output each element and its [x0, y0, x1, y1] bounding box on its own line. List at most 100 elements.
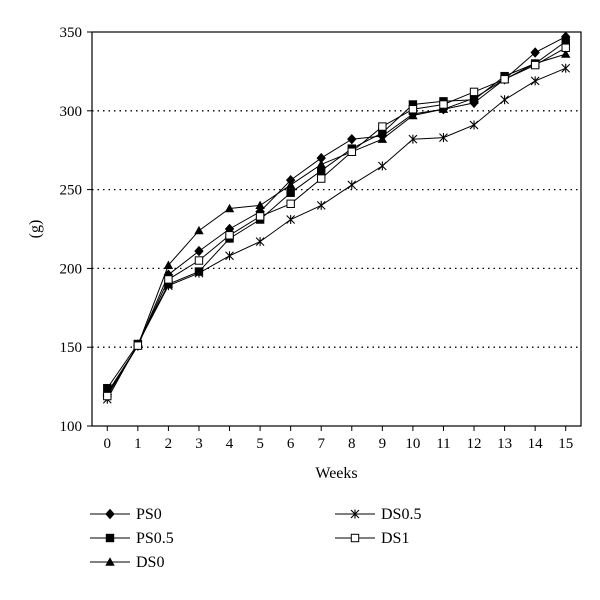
data-point [438, 104, 449, 113]
series-ds0-5 [102, 63, 571, 404]
legend-item: DS1 [335, 530, 409, 547]
y-tick-label: 250 [60, 183, 83, 199]
data-point [469, 87, 479, 97]
series-ds0 [102, 49, 571, 397]
data-point [347, 133, 357, 145]
data-point [500, 95, 509, 105]
legend-item: PS0 [90, 506, 162, 523]
series-line [106, 36, 566, 395]
data-point [561, 37, 570, 46]
data-point [316, 159, 326, 169]
series-line [106, 53, 566, 394]
legend-label: DS0 [136, 554, 164, 571]
data-point [103, 391, 112, 401]
data-point [530, 60, 540, 70]
data-point [408, 105, 418, 114]
data-point [561, 63, 571, 73]
x-tick-label: 13 [497, 436, 512, 452]
x-tick-label: 14 [528, 436, 544, 452]
x-tick-label: 15 [558, 436, 573, 452]
legend-label: PS0 [136, 506, 162, 523]
series-line [106, 41, 566, 389]
data-point [286, 188, 295, 197]
data-point [316, 200, 326, 210]
x-tick-label: 2 [165, 436, 173, 452]
x-tick-label: 4 [226, 436, 234, 452]
legend-item: DS0.5 [335, 506, 421, 523]
data-point [285, 180, 296, 189]
legend-marker [350, 509, 360, 519]
series-line [106, 47, 566, 397]
x-tick-label: 5 [256, 436, 264, 452]
x-tick-label: 7 [317, 436, 325, 452]
y-tick-label: 350 [60, 25, 83, 41]
data-point [408, 100, 418, 109]
series-ps0 [102, 31, 571, 400]
data-point [530, 47, 540, 58]
series-ds1 [103, 43, 570, 401]
data-point [224, 203, 235, 213]
x-tick-label: 9 [379, 436, 387, 452]
legend-item: PS0.5 [90, 530, 174, 547]
y-tick-label: 150 [60, 340, 83, 356]
legend-marker [105, 557, 115, 566]
x-tick-label: 1 [134, 436, 142, 452]
grid-lines [92, 110, 581, 348]
x-tick-label: 11 [436, 436, 450, 452]
data-point [286, 215, 296, 225]
data-point [255, 237, 265, 247]
data-point [561, 43, 570, 52]
data-point [255, 206, 265, 217]
y-tick-label: 300 [60, 104, 83, 120]
data-point [317, 174, 326, 183]
data-point [285, 174, 296, 186]
data-point [377, 161, 387, 171]
data-point [225, 251, 234, 261]
data-point [378, 122, 387, 131]
x-tick-label: 0 [104, 436, 112, 452]
legend-label: DS1 [381, 530, 409, 547]
data-point [163, 260, 174, 269]
data-point [103, 383, 112, 393]
y-axis-ticks: 100 150 200 250 300 350 [60, 25, 92, 435]
legend-item: DS0 [90, 554, 164, 571]
x-axis-label: Weeks [315, 465, 357, 482]
legend-label: PS0.5 [136, 530, 174, 547]
data-point [133, 341, 143, 350]
data-point [347, 180, 357, 190]
legend-marker [350, 533, 360, 543]
x-axis-ticks: 0 1 2 3 4 5 6 7 8 9 10 11 12 13 14 15 [104, 426, 573, 452]
data-point [347, 147, 356, 156]
data-point [164, 275, 173, 284]
data-point [561, 49, 571, 58]
x-tick-label: 10 [405, 436, 420, 452]
data-point [408, 134, 418, 144]
x-tick-label: 3 [195, 436, 203, 452]
data-point [469, 120, 479, 130]
series-line [106, 67, 566, 400]
data-point [224, 223, 235, 235]
x-tick-label: 12 [467, 436, 482, 452]
data-point [530, 76, 540, 86]
x-tick-label: 6 [287, 436, 295, 452]
data-point [378, 128, 387, 138]
legend-marker [105, 508, 115, 520]
data-point [194, 245, 204, 257]
y-axis-label: (g) [27, 220, 44, 239]
data-point [500, 75, 509, 84]
plot-area-frame [91, 31, 582, 427]
data-point [439, 100, 448, 109]
data-point [225, 231, 234, 240]
legend-marker [105, 533, 115, 543]
data-point [439, 133, 448, 143]
data-point [194, 256, 204, 265]
data-point [317, 166, 326, 175]
data-point [377, 134, 388, 143]
data-point [194, 268, 204, 278]
data-point [469, 93, 479, 102]
data-point [194, 225, 204, 235]
legend-label: DS0.5 [381, 506, 421, 523]
y-tick-label: 100 [60, 419, 83, 435]
